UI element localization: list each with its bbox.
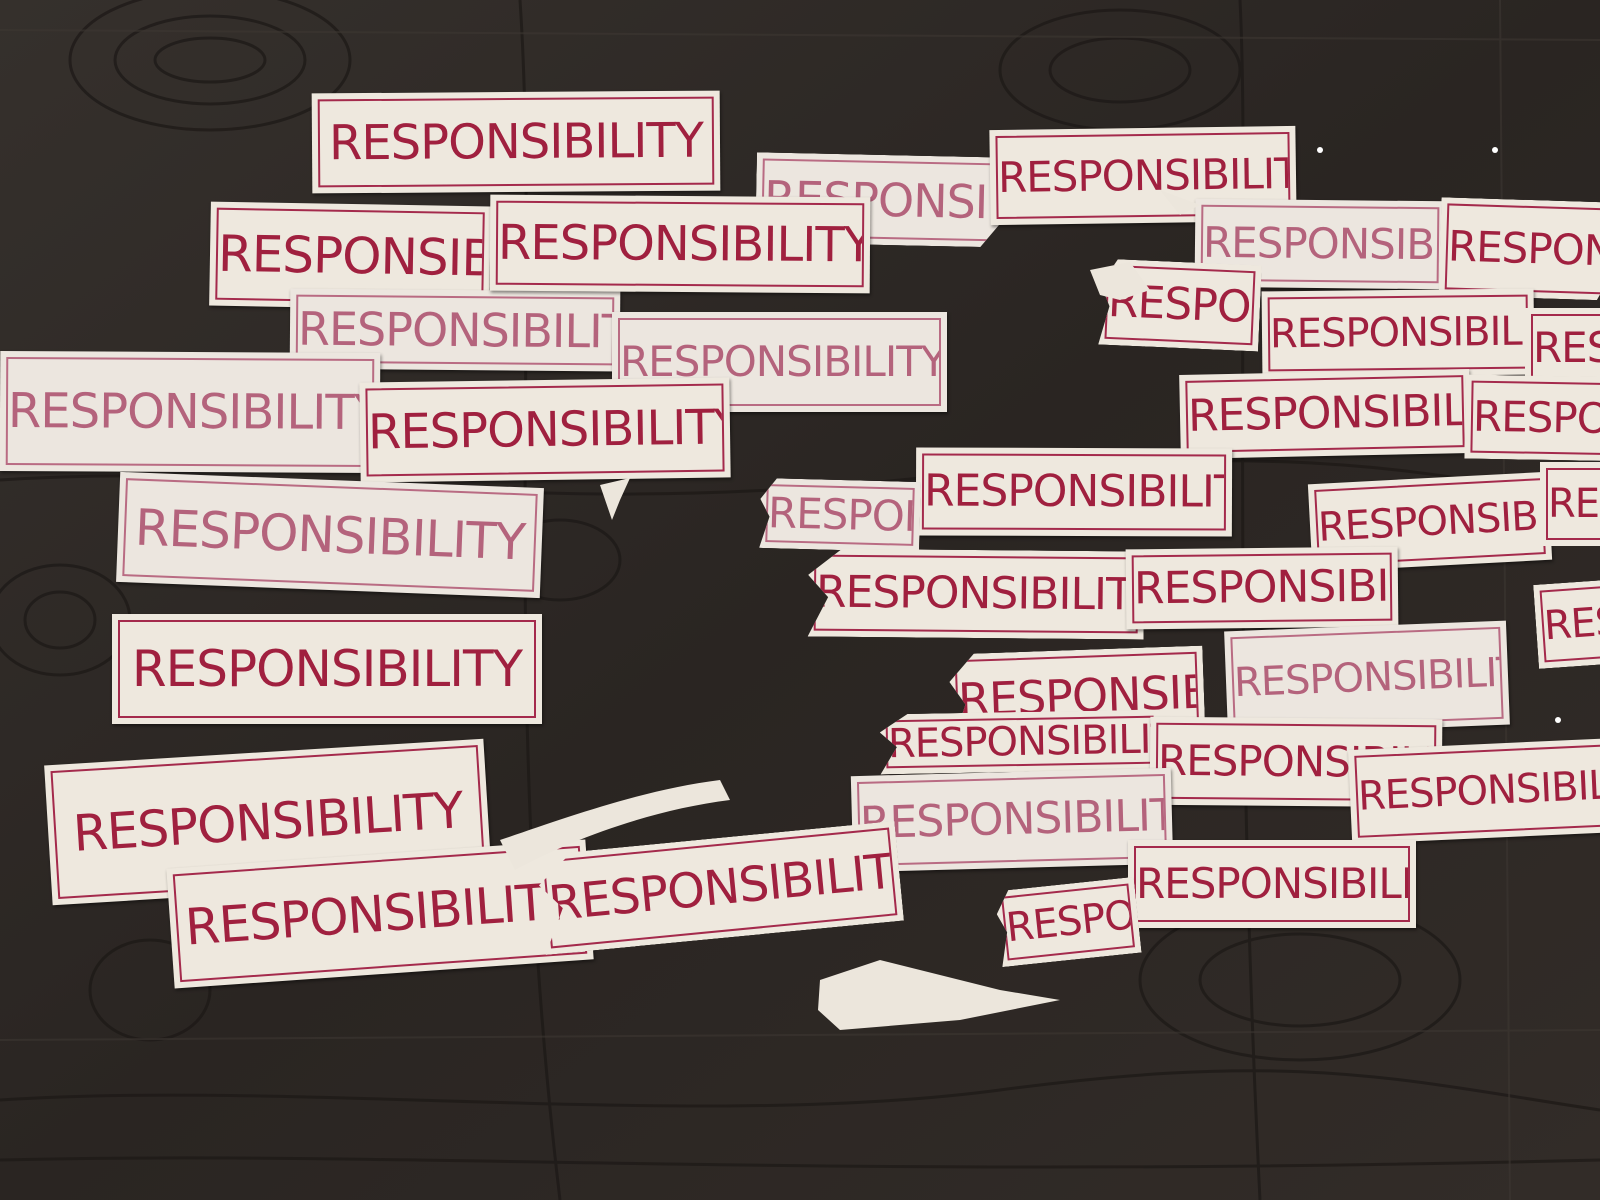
responsibility-sticker: RESPONSIBILITY	[112, 614, 542, 724]
responsibility-sticker: RESPONSIBILITY	[1540, 462, 1600, 546]
responsibility-sticker: RESPONSIBILITY	[1128, 840, 1416, 928]
sticker-text: RESPONSIBILITY	[1546, 468, 1600, 540]
sticker-text: RESPONSIBILITY	[618, 318, 941, 406]
sticker-text: RESPONSIBILITY	[118, 620, 536, 718]
sticker-text: RESPONSIBILITY	[1134, 846, 1410, 922]
sticker-text: RESPONSIBILITY	[1531, 314, 1600, 382]
responsibility-sticker: RESPONSIBILITY	[1525, 308, 1600, 388]
